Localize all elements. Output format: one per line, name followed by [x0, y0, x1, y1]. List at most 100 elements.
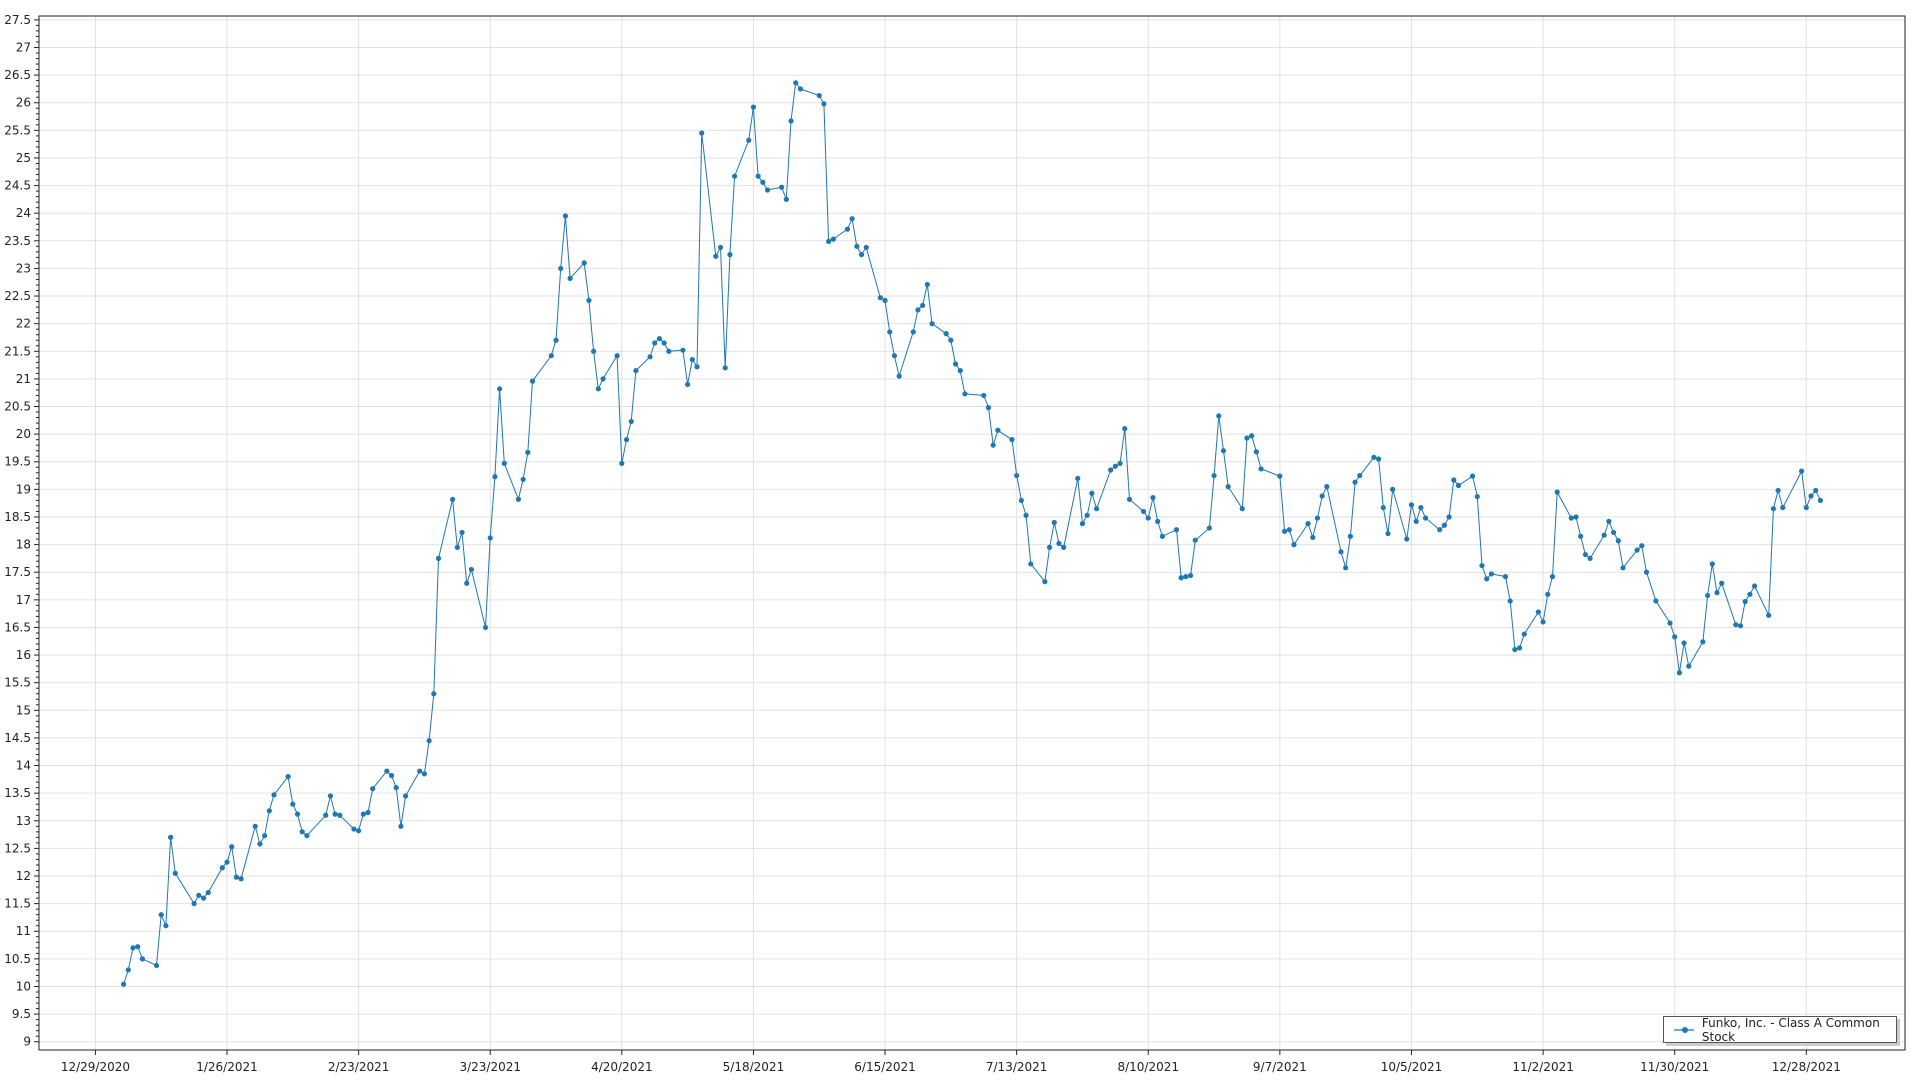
- data-point: [337, 812, 343, 818]
- data-point: [1056, 540, 1062, 547]
- data-point: [1084, 512, 1090, 518]
- data-point: [1535, 609, 1541, 615]
- x-tick-label: 5/18/2021: [723, 1060, 785, 1074]
- data-point: [1183, 574, 1189, 580]
- data-point: [153, 962, 160, 969]
- data-point: [1484, 576, 1490, 582]
- data-point: [1775, 487, 1781, 494]
- y-tick-label: 11: [16, 924, 31, 938]
- data-point: [628, 418, 634, 425]
- data-point: [891, 353, 898, 359]
- y-tick-label: 16: [16, 648, 31, 662]
- data-point: [957, 368, 963, 374]
- data-point: [1112, 463, 1118, 469]
- data-point: [581, 260, 587, 266]
- data-point: [1488, 571, 1494, 577]
- data-point: [1610, 529, 1617, 536]
- data-point: [1277, 473, 1283, 479]
- y-tick-label: 11.5: [4, 897, 31, 911]
- data-point: [1173, 527, 1180, 533]
- data-point: [1216, 413, 1222, 419]
- data-point: [844, 226, 851, 232]
- data-point: [985, 405, 992, 411]
- data-point: [1747, 591, 1753, 597]
- y-tick-label: 17.5: [4, 565, 31, 579]
- data-point: [694, 364, 700, 370]
- data-point: [816, 92, 822, 99]
- data-point: [323, 812, 329, 818]
- data-point: [1766, 612, 1772, 618]
- data-point: [1751, 583, 1758, 589]
- data-point: [727, 252, 733, 258]
- data-point: [1390, 486, 1396, 492]
- data-point: [1281, 528, 1288, 534]
- data-point: [252, 823, 258, 829]
- data-point: [1512, 646, 1518, 653]
- y-tick-label: 25.5: [4, 123, 31, 137]
- data-point: [454, 544, 460, 550]
- y-tick-label: 13: [16, 814, 31, 828]
- data-point: [920, 302, 926, 309]
- data-point: [1469, 473, 1476, 479]
- data-point: [1634, 547, 1640, 553]
- data-point: [1549, 574, 1556, 580]
- data-point: [1338, 549, 1344, 555]
- data-point: [1225, 484, 1231, 490]
- data-point: [1418, 504, 1424, 511]
- data-point: [257, 841, 263, 847]
- data-point: [633, 368, 639, 374]
- y-tick-label: 15: [16, 703, 31, 717]
- data-point: [680, 347, 686, 353]
- y-tick-label: 26.5: [4, 68, 31, 82]
- data-point: [1009, 437, 1015, 443]
- data-point: [266, 808, 272, 814]
- data-point: [125, 967, 131, 973]
- data-point: [1737, 623, 1744, 629]
- data-point: [1093, 506, 1100, 512]
- data-point: [783, 196, 789, 202]
- data-point: [1371, 454, 1377, 460]
- data-point: [360, 811, 366, 817]
- y-tick-label: 24.5: [4, 179, 31, 193]
- y-tick-label: 21.5: [4, 344, 31, 358]
- data-point: [647, 354, 653, 360]
- data-point: [1014, 472, 1020, 479]
- data-point: [1249, 433, 1255, 439]
- data-point: [981, 392, 987, 399]
- data-point: [717, 244, 724, 251]
- data-point: [417, 768, 423, 774]
- price-series: [121, 80, 1823, 987]
- y-tick-label: 19: [16, 482, 31, 496]
- x-tick-label: 9/7/2021: [1253, 1060, 1307, 1074]
- data-point: [1803, 504, 1809, 511]
- data-point: [1178, 575, 1184, 581]
- data-point: [732, 173, 738, 179]
- legend-line-marker-icon: [1674, 1026, 1694, 1033]
- y-tick-label: 27.5: [4, 13, 31, 27]
- data-point: [1220, 448, 1227, 454]
- data-point: [1286, 527, 1292, 533]
- gridlines: [39, 16, 1905, 1050]
- data-point: [1028, 561, 1034, 567]
- data-point: [567, 275, 573, 281]
- data-point: [139, 956, 146, 962]
- data-point: [130, 945, 136, 951]
- data-point: [910, 329, 916, 335]
- data-point: [191, 901, 197, 907]
- data-point: [370, 786, 376, 792]
- data-point: [365, 809, 371, 816]
- data-point: [1145, 515, 1151, 521]
- data-point: [351, 826, 357, 832]
- data-point: [168, 834, 174, 840]
- data-point: [830, 236, 836, 242]
- data-point: [327, 793, 334, 799]
- data-point: [1404, 536, 1410, 542]
- data-point: [826, 238, 832, 244]
- data-point: [163, 923, 169, 929]
- data-point: [1253, 449, 1259, 455]
- data-point: [1206, 525, 1212, 531]
- data-point: [562, 213, 569, 219]
- data-point: [172, 870, 178, 876]
- x-tick-label: 4/20/2021: [591, 1060, 653, 1074]
